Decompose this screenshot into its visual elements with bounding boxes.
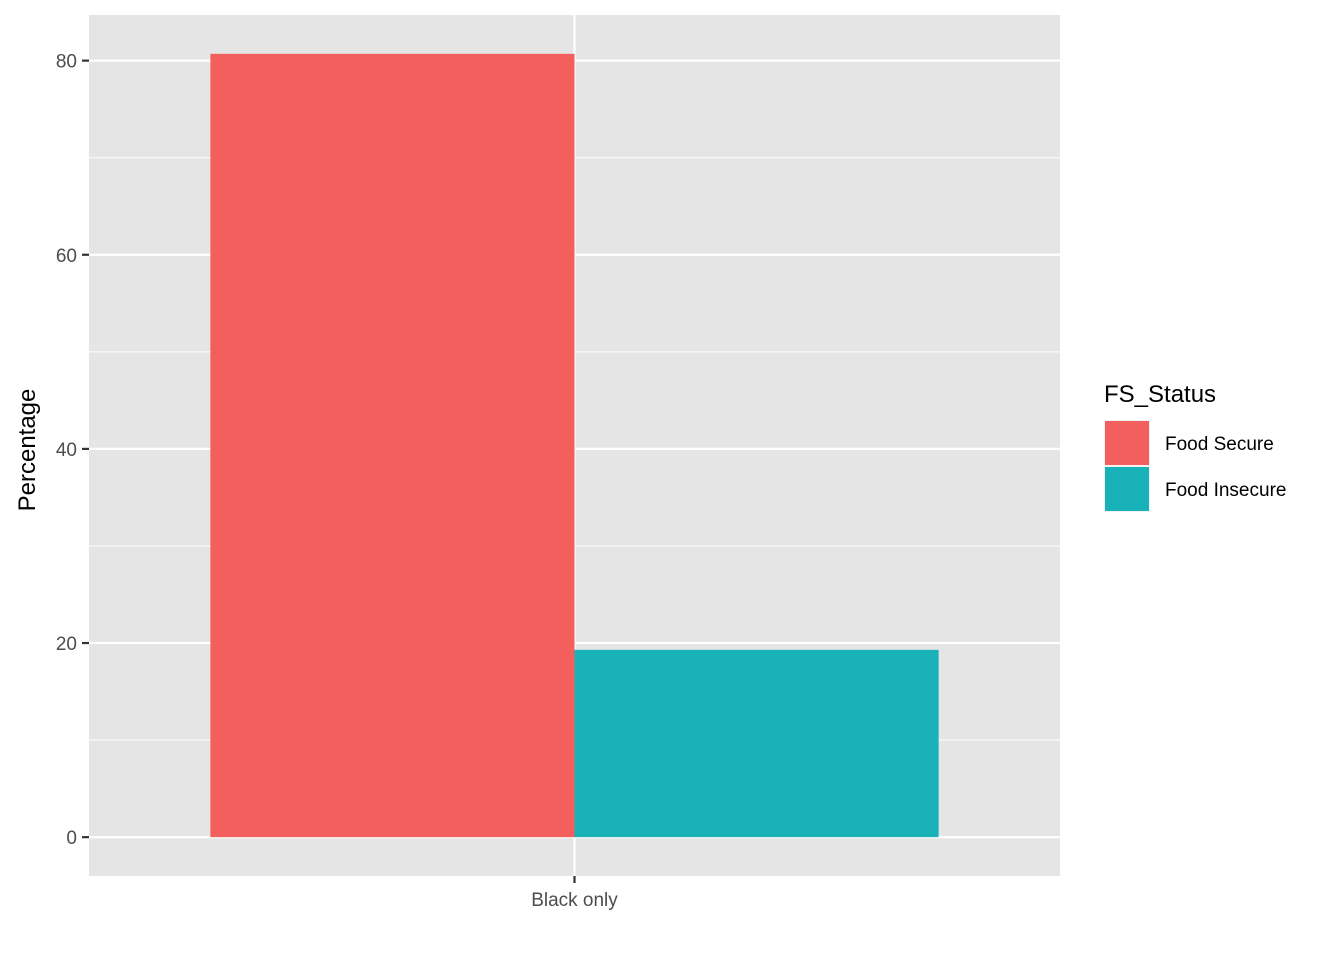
legend-title: FS_Status [1104,381,1216,408]
x-tick-label: Black only [531,890,618,911]
legend-label: Food Insecure [1165,480,1286,501]
bar-food-secure [210,53,575,838]
legend-swatch [1105,421,1149,465]
legend-label: Food Secure [1165,434,1274,455]
bar-food-insecure [574,649,939,838]
legend: FS_Status Food Secure Food Insecure [1104,381,1286,512]
y-tick-label: 80 [56,52,77,73]
y-axis: 0 20 40 60 80 [56,52,89,849]
legend-swatch [1105,467,1149,511]
y-tick-label: 40 [56,440,77,461]
bars [210,53,939,838]
y-tick-label: 0 [66,828,77,849]
y-axis-title: Percentage [14,389,41,512]
y-tick-label: 20 [56,634,77,655]
x-axis: Black only [531,876,618,911]
y-tick-label: 60 [56,246,77,267]
